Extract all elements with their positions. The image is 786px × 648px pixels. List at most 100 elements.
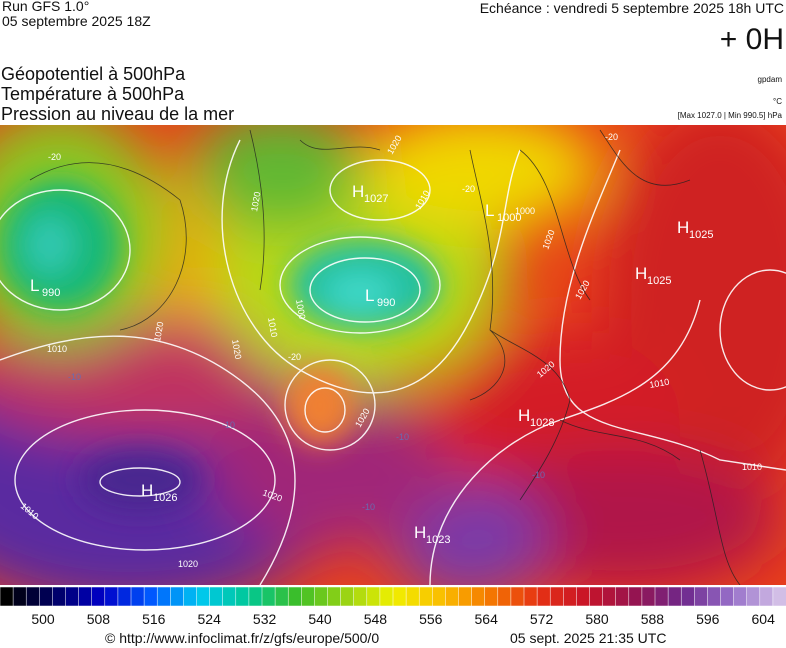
colorbar-swatch (549, 586, 564, 607)
colorbar-swatch (694, 586, 708, 607)
colorbar-swatch (418, 586, 433, 607)
timestamp: 05 sept. 2025 21:35 UTC (510, 630, 666, 646)
center-value: 990 (377, 297, 395, 309)
colorbar-label: 572 (530, 611, 554, 627)
temperature-label: -10 (532, 470, 545, 480)
colorbar-label: 532 (253, 611, 277, 627)
colorbar-label: 556 (419, 611, 443, 627)
isobar-label: 1020 (230, 339, 243, 360)
colorbar-swatch (576, 586, 591, 607)
colorbar-swatch (366, 586, 381, 607)
colorbar-swatch (641, 586, 656, 607)
unit-label: °C (773, 97, 782, 106)
colorbar-swatch (156, 586, 171, 607)
colorbar-swatch (445, 586, 460, 607)
colorbar-swatch (733, 586, 748, 607)
temperature-label: -10 (362, 502, 375, 512)
unit-label: gpdam (758, 75, 783, 84)
run-label: Run GFS 1.0° (2, 0, 89, 14)
center-letter: H (352, 182, 364, 201)
colorbar-label: 540 (308, 611, 332, 627)
temperature-label: -20 (462, 184, 475, 194)
center-value: 1025 (647, 275, 671, 287)
colorbar-swatch (759, 586, 774, 607)
isobar-label: 1000 (294, 299, 307, 320)
center-value: 990 (42, 287, 60, 299)
colorbar: 500 508 516 524 532 540 548 556 564 572 580 588 596 6… (0, 586, 786, 627)
colorbar-swatch (170, 586, 184, 607)
colorbar-swatch (405, 586, 420, 607)
isobar-label: 1010 (266, 317, 279, 338)
colorbar-swatch (602, 586, 617, 607)
colorbar-swatch (667, 586, 682, 607)
isobar-label: 1010 (742, 462, 762, 472)
colorbar-swatch (497, 586, 512, 607)
colorbar-label: 580 (585, 611, 609, 627)
center-value: 1028 (530, 417, 554, 429)
colorbar-swatch (143, 586, 158, 607)
center-letter: L (30, 276, 39, 295)
colorbar-swatch (340, 586, 355, 607)
temperature-label: -10 (222, 420, 235, 430)
unit-label: [Max 1027.0 | Min 990.5] hPa (678, 111, 783, 120)
forecast-offset: + 0H (720, 23, 784, 56)
colorbar-swatch (680, 586, 695, 607)
colorbar-swatch (222, 586, 237, 607)
colorbar-swatch (379, 586, 394, 607)
colorbar-swatch (327, 586, 342, 607)
colorbar-swatch (117, 586, 132, 607)
title: Pression au niveau de la mer (1, 104, 234, 124)
colorbar-swatch (615, 586, 630, 607)
isobar-label: 1020 (178, 559, 198, 569)
colorbar-swatch (78, 586, 93, 607)
colorbar-swatch (52, 586, 67, 607)
temperature-label: -20 (288, 352, 301, 362)
colorbar-swatch (65, 586, 80, 607)
colorbar-swatch (209, 586, 224, 607)
center-value: 1026 (153, 492, 177, 504)
isobar-label: 1020 (152, 321, 165, 342)
colorbar-label: 564 (475, 611, 499, 627)
colorbar-label: 516 (142, 611, 166, 627)
title: Température à 500hPa (1, 84, 185, 104)
center-letter: L (485, 201, 494, 220)
colorbar-swatch (772, 586, 786, 607)
colorbar-label: 588 (641, 611, 665, 627)
temperature-label: -20 (605, 132, 618, 142)
colorbar-swatch (392, 586, 407, 607)
coastlines (29, 129, 741, 585)
title: Géopotentiel à 500hPa (1, 64, 186, 84)
run-date: 05 septembre 2025 18Z (2, 13, 151, 29)
center-letter: H (518, 406, 530, 425)
colorbar-swatch (536, 586, 551, 607)
colorbar-label: 596 (696, 611, 720, 627)
isobar-label: 1000 (515, 206, 535, 216)
isobar-label: 1010 (649, 377, 670, 390)
colorbar-swatch (274, 586, 289, 607)
temperature-label: -10 (68, 372, 81, 382)
colorbar-swatch (563, 586, 577, 607)
colorbar-label: 548 (364, 611, 388, 627)
colorbar-swatch (523, 586, 538, 607)
colorbar-swatch (196, 586, 211, 607)
center-letter: H (141, 481, 153, 500)
center-value: 1023 (426, 534, 450, 546)
colorbar-swatch (720, 586, 735, 607)
colorbar-swatch (471, 586, 486, 607)
colorbar-swatch (183, 586, 198, 607)
colorbar-swatch (314, 586, 329, 607)
center-value: 1027 (364, 193, 388, 205)
colorbar-swatch (458, 586, 473, 607)
colorbar-label: 508 (87, 611, 111, 627)
colorbar-label: 604 (752, 611, 776, 627)
center-letter: H (677, 218, 689, 237)
colorbar-swatch (628, 586, 643, 607)
center-value: 1025 (689, 229, 713, 241)
forecast-time: Echéance : vendredi 5 septembre 2025 18h… (480, 0, 784, 16)
colorbar-swatch (104, 586, 119, 607)
isobars (0, 139, 786, 585)
colorbar-swatch (25, 586, 40, 607)
colorbar-swatch (287, 586, 302, 607)
colorbar-swatch (12, 586, 27, 607)
